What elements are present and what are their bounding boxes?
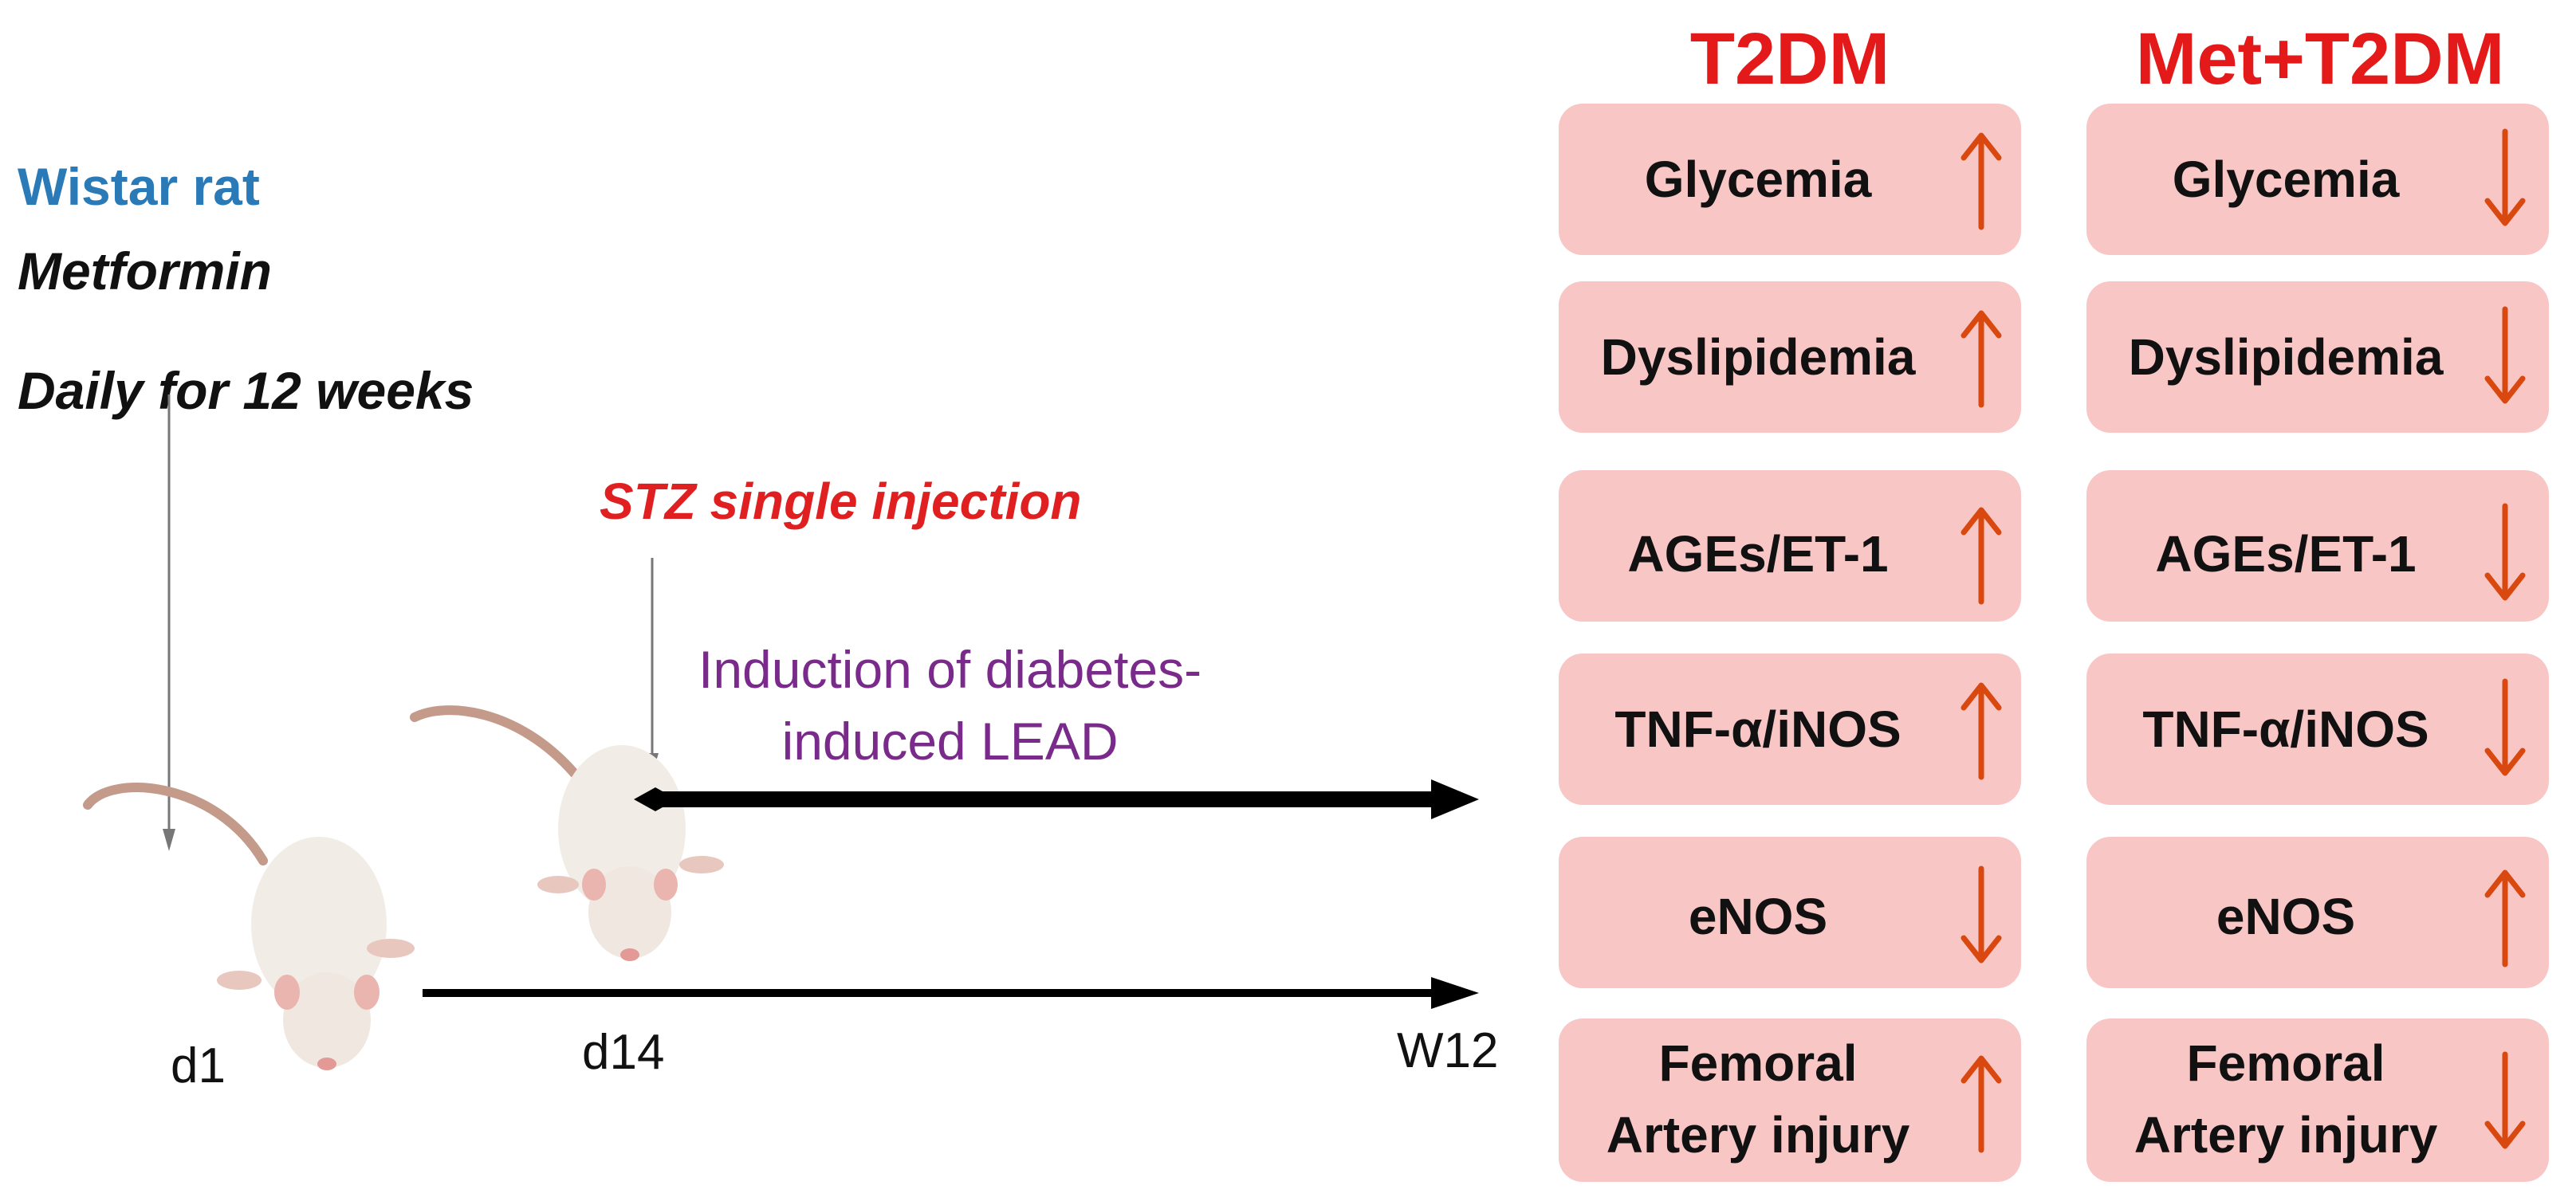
arrow-down-icon [2484, 1051, 2526, 1149]
arrow-up-icon [1961, 310, 2002, 408]
marker-name: TNF-α/iNOS [1614, 701, 1902, 758]
metformin-pointer-head [163, 829, 175, 851]
metformin-label: Metformin [18, 241, 272, 300]
arrow-down-icon [2484, 306, 2526, 404]
arrow-up-icon [1961, 682, 2002, 780]
timepoint-w12: W12 [1397, 1023, 1499, 1078]
marker-name: Dyslipidemia [1600, 328, 1916, 386]
marker-name: Glycemia [1644, 151, 1872, 208]
marker-name: AGEs/ET-1 [2155, 525, 2417, 583]
marker-name-line-1: Femoral [2186, 1034, 2385, 1092]
rat-d1-icon [83, 783, 415, 1070]
marker-name: Glycemia [2172, 151, 2400, 208]
daily-dosing-label: Daily for 12 weeks [18, 361, 474, 420]
marker-name: TNF-α/iNOS [2142, 701, 2429, 758]
arrow-down-icon [2484, 503, 2526, 601]
timeline-arrow-head [1431, 977, 1479, 1009]
arrow-up-icon [2484, 869, 2526, 967]
marker-name-line-2: Artery injury [1606, 1106, 1910, 1164]
arrow-down-icon [1961, 865, 2002, 964]
arrow-down-icon [2484, 678, 2526, 776]
met-card-ages-et1: AGEs/ET-1 [2086, 470, 2549, 622]
group-heading-t2dm: T2DM [1689, 18, 1890, 100]
timepoint-d1: d1 [171, 1038, 226, 1093]
marker-name-line-1: Femoral [1658, 1034, 1858, 1092]
marker-name: Dyslipidemia [2128, 328, 2444, 386]
t2dm-card-tnf-inos: TNF-α/iNOS [1559, 653, 2021, 805]
t2dm-card-enos: eNOS [1559, 837, 2021, 988]
arrow-down-icon [2484, 128, 2526, 226]
timepoint-d14: d14 [582, 1025, 665, 1080]
arrow-up-icon [1961, 507, 2002, 605]
induction-line-2: induced LEAD [781, 712, 1119, 771]
wistar-rat-label: Wistar rat [18, 157, 260, 216]
marker-name: eNOS [1688, 888, 1828, 945]
induction-line-1: Induction of diabetes- [698, 640, 1202, 699]
t2dm-card-ages-et1: AGEs/ET-1 [1559, 470, 2021, 622]
t2dm-card-femoral: Femoral Artery injury [1559, 1018, 2021, 1182]
marker-name: eNOS [2216, 888, 2356, 945]
rat-d14-icon [410, 705, 724, 961]
t2dm-card-glycemia: Glycemia [1559, 104, 2021, 255]
met-card-femoral: Femoral Artery injury [2086, 1018, 2549, 1182]
met-card-dyslipidemia: Dyslipidemia [2086, 281, 2549, 433]
group-heading-met-t2dm: Met+T2DM [2135, 18, 2505, 100]
met-card-enos: eNOS [2086, 837, 2549, 988]
marker-name-line-2: Artery injury [2134, 1106, 2438, 1164]
marker-name: AGEs/ET-1 [1627, 525, 1889, 583]
t2dm-card-dyslipidemia: Dyslipidemia [1559, 281, 2021, 433]
stz-injection-label: STZ single injection [600, 473, 1082, 530]
met-card-glycemia: Glycemia [2086, 104, 2549, 255]
arrow-up-icon [1961, 132, 2002, 230]
met-card-tnf-inos: TNF-α/iNOS [2086, 653, 2549, 805]
arrow-up-icon [1961, 1055, 2002, 1153]
induction-label: Induction of diabetes- induced LEAD [698, 634, 1201, 777]
timeline-diagram [83, 394, 1479, 1070]
induction-arrow-head [1431, 779, 1479, 819]
